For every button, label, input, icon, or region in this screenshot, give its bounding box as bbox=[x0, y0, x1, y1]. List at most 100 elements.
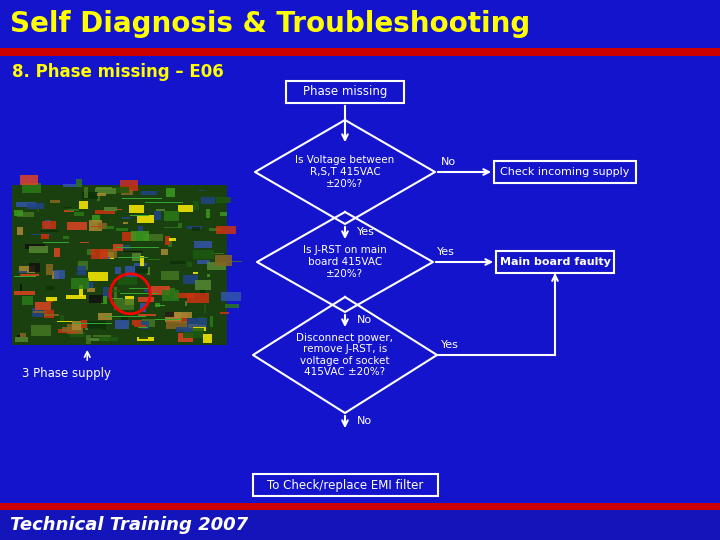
FancyBboxPatch shape bbox=[164, 211, 179, 221]
FancyBboxPatch shape bbox=[166, 321, 187, 329]
FancyBboxPatch shape bbox=[496, 251, 614, 273]
FancyBboxPatch shape bbox=[12, 185, 227, 345]
FancyBboxPatch shape bbox=[78, 261, 88, 269]
FancyBboxPatch shape bbox=[122, 217, 130, 219]
FancyBboxPatch shape bbox=[82, 192, 98, 199]
FancyBboxPatch shape bbox=[30, 246, 48, 253]
Polygon shape bbox=[253, 297, 437, 413]
FancyBboxPatch shape bbox=[186, 262, 192, 267]
FancyBboxPatch shape bbox=[193, 251, 215, 259]
Text: Yes: Yes bbox=[357, 227, 375, 237]
FancyBboxPatch shape bbox=[195, 280, 210, 290]
FancyBboxPatch shape bbox=[45, 265, 53, 275]
FancyBboxPatch shape bbox=[89, 338, 109, 341]
Text: 8. Phase missing – E06: 8. Phase missing – E06 bbox=[12, 63, 224, 81]
FancyBboxPatch shape bbox=[78, 285, 83, 296]
FancyBboxPatch shape bbox=[210, 316, 213, 327]
FancyBboxPatch shape bbox=[210, 228, 222, 231]
FancyBboxPatch shape bbox=[99, 338, 118, 341]
FancyBboxPatch shape bbox=[78, 201, 89, 209]
FancyBboxPatch shape bbox=[186, 226, 202, 229]
FancyBboxPatch shape bbox=[161, 271, 179, 280]
FancyBboxPatch shape bbox=[122, 245, 130, 249]
FancyBboxPatch shape bbox=[193, 201, 199, 210]
Text: Is Voltage between
R,S,T 415VAC
±20%?: Is Voltage between R,S,T 415VAC ±20%? bbox=[295, 156, 395, 188]
FancyBboxPatch shape bbox=[0, 510, 720, 540]
Text: Is J-RST on main
board 415VAC
±20%?: Is J-RST on main board 415VAC ±20%? bbox=[303, 245, 387, 279]
FancyBboxPatch shape bbox=[87, 249, 95, 255]
FancyBboxPatch shape bbox=[118, 277, 137, 285]
FancyBboxPatch shape bbox=[120, 180, 138, 191]
FancyBboxPatch shape bbox=[114, 267, 121, 274]
FancyBboxPatch shape bbox=[165, 312, 181, 322]
FancyBboxPatch shape bbox=[22, 183, 41, 193]
FancyBboxPatch shape bbox=[85, 328, 101, 330]
FancyBboxPatch shape bbox=[215, 255, 232, 266]
FancyBboxPatch shape bbox=[143, 234, 163, 241]
FancyBboxPatch shape bbox=[66, 295, 86, 299]
FancyBboxPatch shape bbox=[17, 212, 35, 217]
FancyBboxPatch shape bbox=[132, 253, 140, 261]
FancyBboxPatch shape bbox=[216, 226, 236, 234]
FancyBboxPatch shape bbox=[32, 308, 42, 317]
FancyBboxPatch shape bbox=[165, 288, 176, 293]
FancyBboxPatch shape bbox=[106, 290, 120, 292]
FancyBboxPatch shape bbox=[104, 207, 117, 211]
FancyBboxPatch shape bbox=[45, 220, 51, 229]
FancyBboxPatch shape bbox=[156, 210, 165, 211]
FancyBboxPatch shape bbox=[35, 302, 51, 310]
FancyBboxPatch shape bbox=[122, 317, 128, 324]
FancyBboxPatch shape bbox=[199, 190, 204, 191]
FancyBboxPatch shape bbox=[140, 256, 143, 267]
FancyBboxPatch shape bbox=[94, 335, 111, 337]
FancyBboxPatch shape bbox=[163, 227, 179, 228]
FancyBboxPatch shape bbox=[124, 251, 143, 253]
FancyBboxPatch shape bbox=[138, 226, 143, 232]
FancyBboxPatch shape bbox=[139, 337, 148, 339]
FancyBboxPatch shape bbox=[220, 312, 229, 314]
FancyBboxPatch shape bbox=[16, 202, 36, 207]
FancyBboxPatch shape bbox=[0, 0, 720, 48]
FancyBboxPatch shape bbox=[50, 200, 60, 203]
FancyBboxPatch shape bbox=[103, 287, 109, 298]
FancyBboxPatch shape bbox=[89, 220, 102, 232]
FancyBboxPatch shape bbox=[18, 271, 27, 273]
FancyBboxPatch shape bbox=[80, 242, 89, 243]
FancyBboxPatch shape bbox=[154, 211, 161, 220]
FancyBboxPatch shape bbox=[138, 338, 153, 341]
FancyBboxPatch shape bbox=[201, 197, 215, 204]
FancyBboxPatch shape bbox=[68, 209, 79, 211]
FancyBboxPatch shape bbox=[101, 257, 109, 259]
FancyBboxPatch shape bbox=[36, 259, 40, 260]
Text: Phase missing: Phase missing bbox=[303, 85, 387, 98]
FancyBboxPatch shape bbox=[71, 279, 89, 289]
FancyBboxPatch shape bbox=[225, 303, 239, 308]
FancyBboxPatch shape bbox=[171, 261, 185, 264]
FancyBboxPatch shape bbox=[161, 290, 179, 301]
FancyBboxPatch shape bbox=[183, 275, 198, 284]
FancyBboxPatch shape bbox=[44, 314, 58, 315]
FancyBboxPatch shape bbox=[175, 312, 192, 319]
FancyBboxPatch shape bbox=[57, 321, 73, 322]
FancyBboxPatch shape bbox=[143, 319, 156, 327]
FancyBboxPatch shape bbox=[95, 210, 114, 214]
FancyBboxPatch shape bbox=[116, 228, 127, 231]
Text: No: No bbox=[357, 416, 372, 426]
Text: To Check/replace EMI filter: To Check/replace EMI filter bbox=[267, 478, 423, 491]
FancyBboxPatch shape bbox=[161, 249, 168, 255]
FancyBboxPatch shape bbox=[178, 223, 181, 228]
FancyBboxPatch shape bbox=[97, 197, 100, 201]
FancyBboxPatch shape bbox=[101, 296, 107, 305]
FancyBboxPatch shape bbox=[192, 227, 200, 231]
FancyBboxPatch shape bbox=[52, 271, 58, 279]
FancyBboxPatch shape bbox=[116, 187, 129, 193]
FancyBboxPatch shape bbox=[89, 295, 103, 303]
FancyBboxPatch shape bbox=[494, 161, 636, 183]
FancyBboxPatch shape bbox=[134, 264, 147, 269]
FancyBboxPatch shape bbox=[178, 205, 193, 212]
FancyBboxPatch shape bbox=[100, 252, 114, 259]
FancyBboxPatch shape bbox=[20, 284, 22, 292]
FancyBboxPatch shape bbox=[188, 324, 206, 330]
Text: Technical Training 2007: Technical Training 2007 bbox=[10, 516, 248, 534]
FancyBboxPatch shape bbox=[19, 266, 35, 273]
